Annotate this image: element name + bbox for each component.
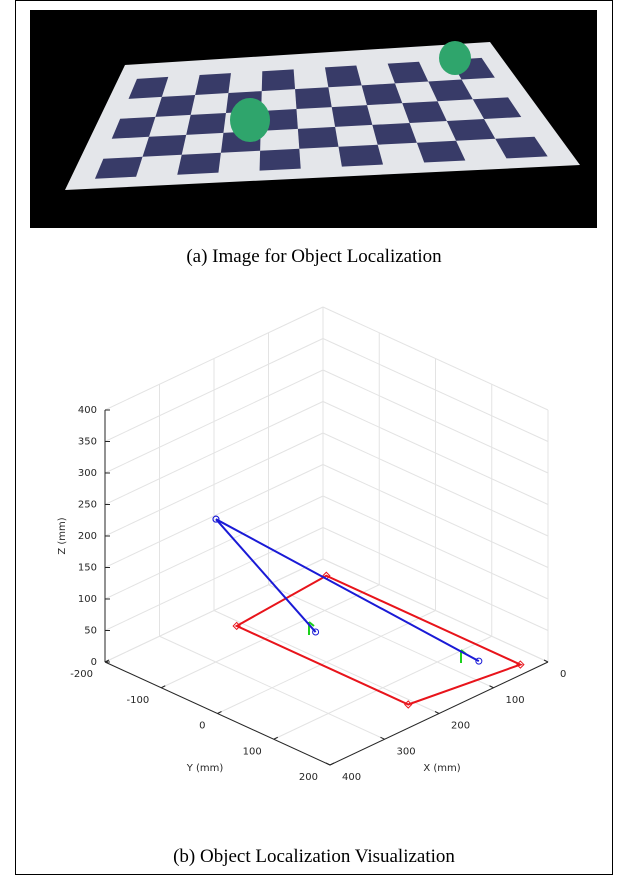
tick-mark — [330, 763, 334, 765]
tick-mark — [381, 737, 385, 739]
tick-mark — [490, 686, 494, 688]
board-square — [177, 153, 221, 175]
series-line — [216, 519, 316, 632]
board-square — [372, 123, 417, 145]
board-square — [260, 149, 301, 171]
z-tick-label: 50 — [84, 626, 97, 637]
y-tick-label: -100 — [127, 695, 150, 706]
z-tick-label: 250 — [78, 500, 97, 511]
z-tick-label: 300 — [78, 468, 97, 479]
object — [439, 41, 471, 75]
y-tick-label: 0 — [199, 721, 205, 732]
caption: (b) Object Localization Visualization — [173, 846, 455, 867]
z-axis-label: Z (mm) — [57, 517, 68, 554]
plot: 0 50 100 150 200 250 300 350 400 -200 -100 0 100 200 0… — [57, 307, 566, 783]
board-square — [195, 73, 231, 95]
x-tick-label: 100 — [506, 695, 525, 706]
tick-mark — [161, 686, 165, 688]
board-square — [295, 87, 332, 109]
photo — [30, 10, 597, 228]
x-axis-label: X (mm) — [423, 763, 460, 774]
object — [230, 98, 270, 142]
z-tick-label: 150 — [78, 563, 97, 574]
tick-mark — [435, 712, 439, 714]
tick-mark — [544, 660, 548, 662]
board-square — [143, 135, 187, 157]
caption: (a) Image for Object Localization — [186, 246, 442, 267]
tick-mark — [274, 737, 278, 739]
board-square — [332, 105, 373, 127]
x-tick-label: 400 — [342, 772, 361, 783]
grid-line — [161, 585, 379, 688]
x-tick-label: 200 — [451, 721, 470, 732]
board-square — [298, 127, 339, 149]
y-tick-label: 100 — [243, 746, 262, 757]
z-tick-label: 200 — [78, 531, 97, 542]
z-tick-label: 100 — [78, 594, 97, 605]
y-axis-label: Y (mm) — [186, 763, 224, 774]
page: (a) Image for Object Localization 0 50 100… — [0, 0, 628, 880]
x-tick-label: 300 — [397, 746, 416, 757]
x-tick-label: 0 — [560, 669, 566, 680]
y-tick-label: -200 — [70, 669, 93, 680]
series-line — [216, 519, 479, 661]
z-tick-label: 0 — [91, 657, 97, 668]
board-square — [186, 113, 226, 135]
z-tick-label: 350 — [78, 437, 97, 448]
tick-mark — [218, 712, 222, 714]
board-square — [262, 69, 295, 91]
board-square — [338, 145, 383, 167]
y-tick-label: 200 — [299, 772, 318, 783]
grid-line — [218, 611, 436, 714]
board-square — [325, 66, 362, 88]
z-tick-label: 400 — [78, 405, 97, 416]
tick-mark — [326, 763, 330, 765]
